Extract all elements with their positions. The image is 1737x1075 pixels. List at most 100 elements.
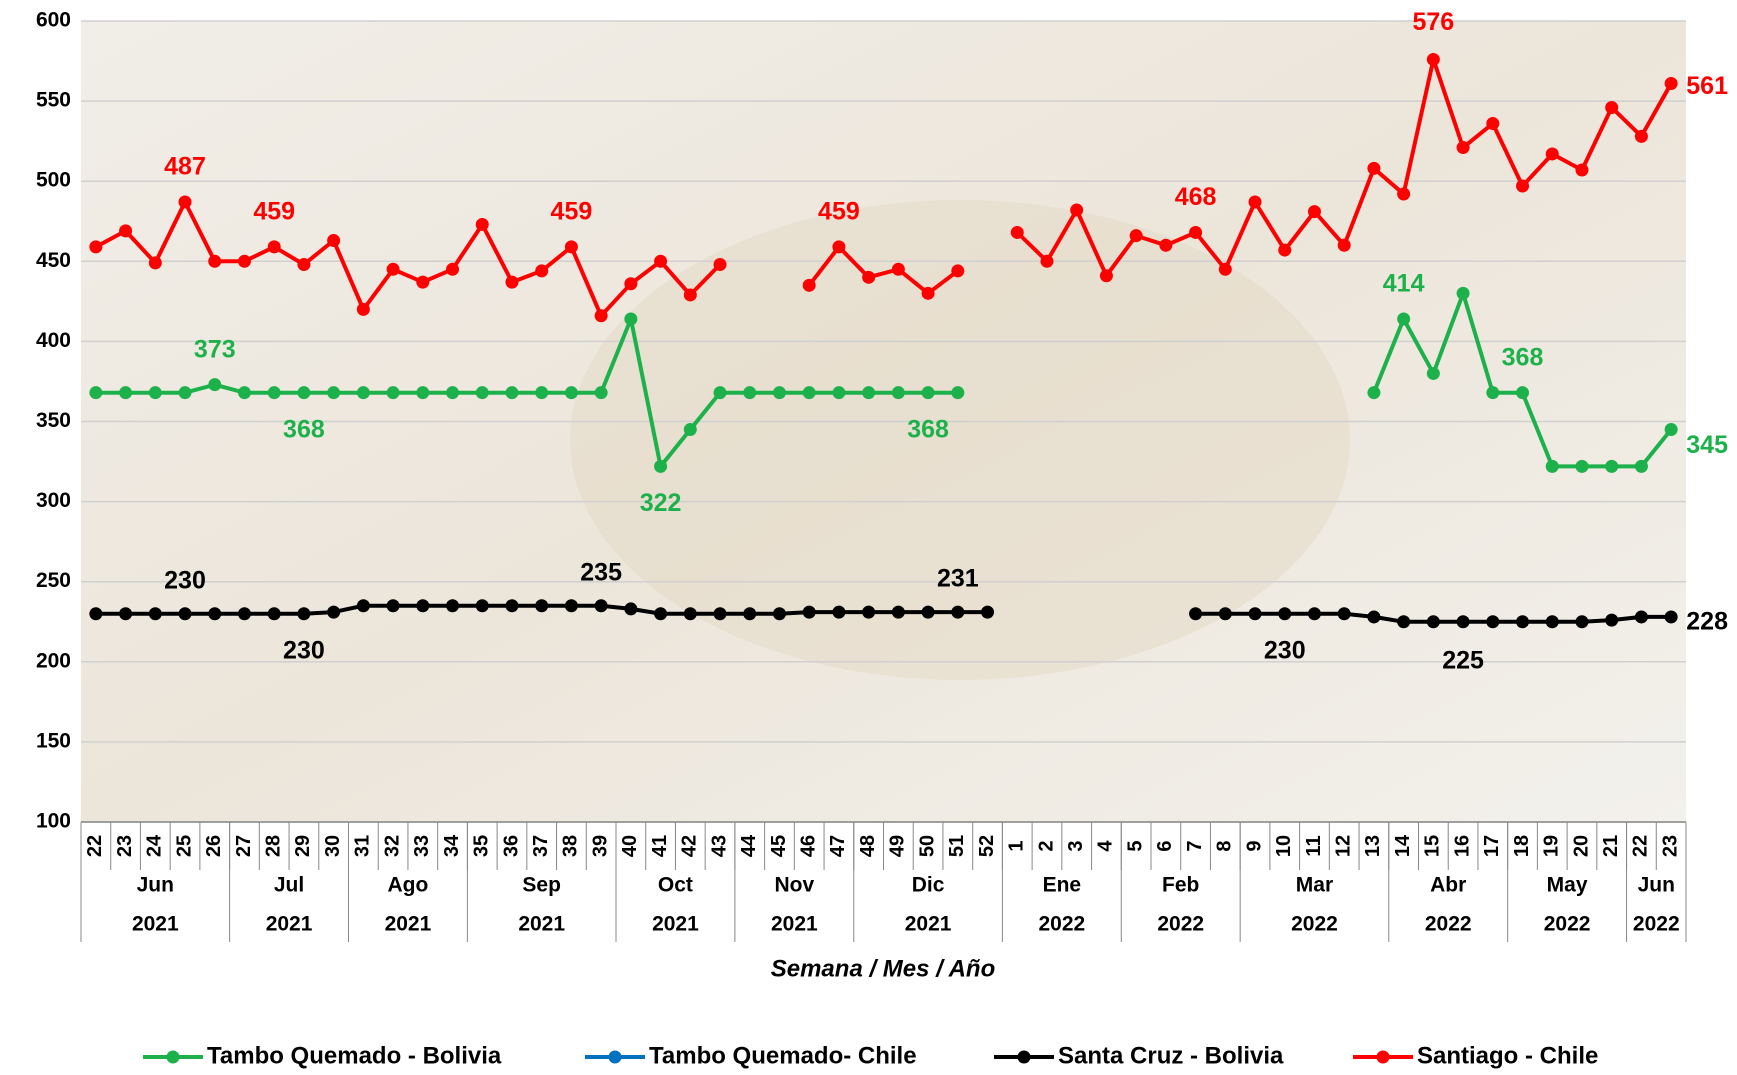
data-point <box>386 386 400 400</box>
x-tick-label: 49 <box>887 835 909 857</box>
month-label: Jul <box>274 874 304 897</box>
data-point <box>446 599 460 613</box>
data-point <box>1664 76 1678 90</box>
x-tick-label: 15 <box>1422 835 1444 857</box>
data-label: 561 <box>1686 72 1728 100</box>
x-tick-label: 6 <box>1154 840 1176 851</box>
data-point <box>1189 607 1203 621</box>
data-point <box>981 605 995 619</box>
data-point <box>1218 262 1232 276</box>
x-tick-label: 46 <box>797 835 819 857</box>
legend-label: Santiago - Chile <box>1417 1042 1598 1069</box>
data-point <box>119 224 133 238</box>
data-point <box>178 607 192 621</box>
data-point <box>1545 615 1559 629</box>
data-point <box>891 605 905 619</box>
data-point <box>683 423 697 437</box>
data-point <box>594 309 608 323</box>
y-tick-label: 250 <box>36 569 71 592</box>
x-tick-label: 2 <box>1035 840 1057 851</box>
data-point <box>862 270 876 284</box>
x-tick-label: 17 <box>1481 835 1503 857</box>
month-label: Sep <box>522 874 561 897</box>
data-point <box>416 386 430 400</box>
data-point <box>505 386 519 400</box>
data-point <box>1040 254 1054 268</box>
data-point <box>1516 615 1530 629</box>
data-label: 230 <box>283 636 325 664</box>
data-point <box>1367 386 1381 400</box>
month-label: Ene <box>1043 874 1082 897</box>
data-point <box>743 386 757 400</box>
data-point <box>1456 141 1470 155</box>
month-label: Jun <box>1638 874 1675 897</box>
data-point <box>1278 607 1292 621</box>
y-tick-label: 350 <box>36 409 71 432</box>
year-label: 2022 <box>1544 913 1591 936</box>
x-tick-label: 13 <box>1362 835 1384 857</box>
month-label: Dic <box>912 874 945 897</box>
data-point <box>832 386 846 400</box>
data-point <box>743 607 757 621</box>
data-point <box>208 607 222 621</box>
data-label: 368 <box>283 415 325 443</box>
y-tick-label: 400 <box>36 329 71 352</box>
data-point <box>1575 459 1589 473</box>
data-point <box>1545 459 1559 473</box>
data-point <box>208 378 222 392</box>
x-tick-label: 44 <box>738 834 760 857</box>
data-label: 414 <box>1383 270 1425 298</box>
data-point <box>208 254 222 268</box>
data-label: 345 <box>1686 431 1728 459</box>
x-tick-label: 1 <box>1006 840 1028 851</box>
data-point <box>178 195 192 209</box>
x-tick-label: 47 <box>827 835 849 857</box>
data-label: 459 <box>551 197 593 225</box>
x-tick-label: 39 <box>589 835 611 857</box>
data-point <box>1575 163 1589 177</box>
year-label: 2022 <box>1633 913 1680 936</box>
x-tick-label: 11 <box>1303 835 1325 856</box>
x-tick-label: 3 <box>1065 840 1087 851</box>
y-tick-label: 150 <box>36 729 71 752</box>
data-point <box>772 386 786 400</box>
data-label: 230 <box>1264 636 1306 664</box>
data-point <box>1129 229 1143 243</box>
data-point <box>1486 117 1500 131</box>
data-point <box>267 386 281 400</box>
x-axis-title: Semana / Mes / Año <box>771 955 996 982</box>
x-tick-label: 14 <box>1392 834 1414 857</box>
x-tick-label: 35 <box>471 835 493 857</box>
year-label: 2022 <box>1038 913 1085 936</box>
data-point <box>951 264 965 278</box>
y-tick-label: 200 <box>36 649 71 672</box>
data-point <box>802 386 816 400</box>
data-point <box>1516 386 1530 400</box>
data-point <box>386 599 400 613</box>
x-tick-label: 23 <box>114 835 136 857</box>
data-label: 368 <box>1502 343 1544 371</box>
month-label: Jun <box>137 874 174 897</box>
year-label: 2022 <box>1291 913 1338 936</box>
x-tick-label: 29 <box>292 835 314 857</box>
data-point <box>802 605 816 619</box>
x-tick-label: 52 <box>976 835 998 857</box>
data-point <box>148 386 162 400</box>
x-tick-label: 16 <box>1451 835 1473 857</box>
x-tick-label: 31 <box>352 835 374 857</box>
data-point <box>535 386 549 400</box>
x-tick-label: 32 <box>381 835 403 857</box>
data-point <box>1337 607 1351 621</box>
data-point <box>1367 610 1381 624</box>
month-label: Ago <box>388 874 429 897</box>
y-tick-label: 100 <box>36 810 71 833</box>
data-point <box>654 607 668 621</box>
x-tick-label: 26 <box>203 835 225 857</box>
data-point <box>1189 225 1203 239</box>
y-tick-label: 450 <box>36 249 71 272</box>
data-point <box>89 240 103 254</box>
legend-marker <box>1017 1050 1031 1064</box>
x-tick-label: 9 <box>1243 840 1265 851</box>
y-tick-label: 300 <box>36 489 71 512</box>
